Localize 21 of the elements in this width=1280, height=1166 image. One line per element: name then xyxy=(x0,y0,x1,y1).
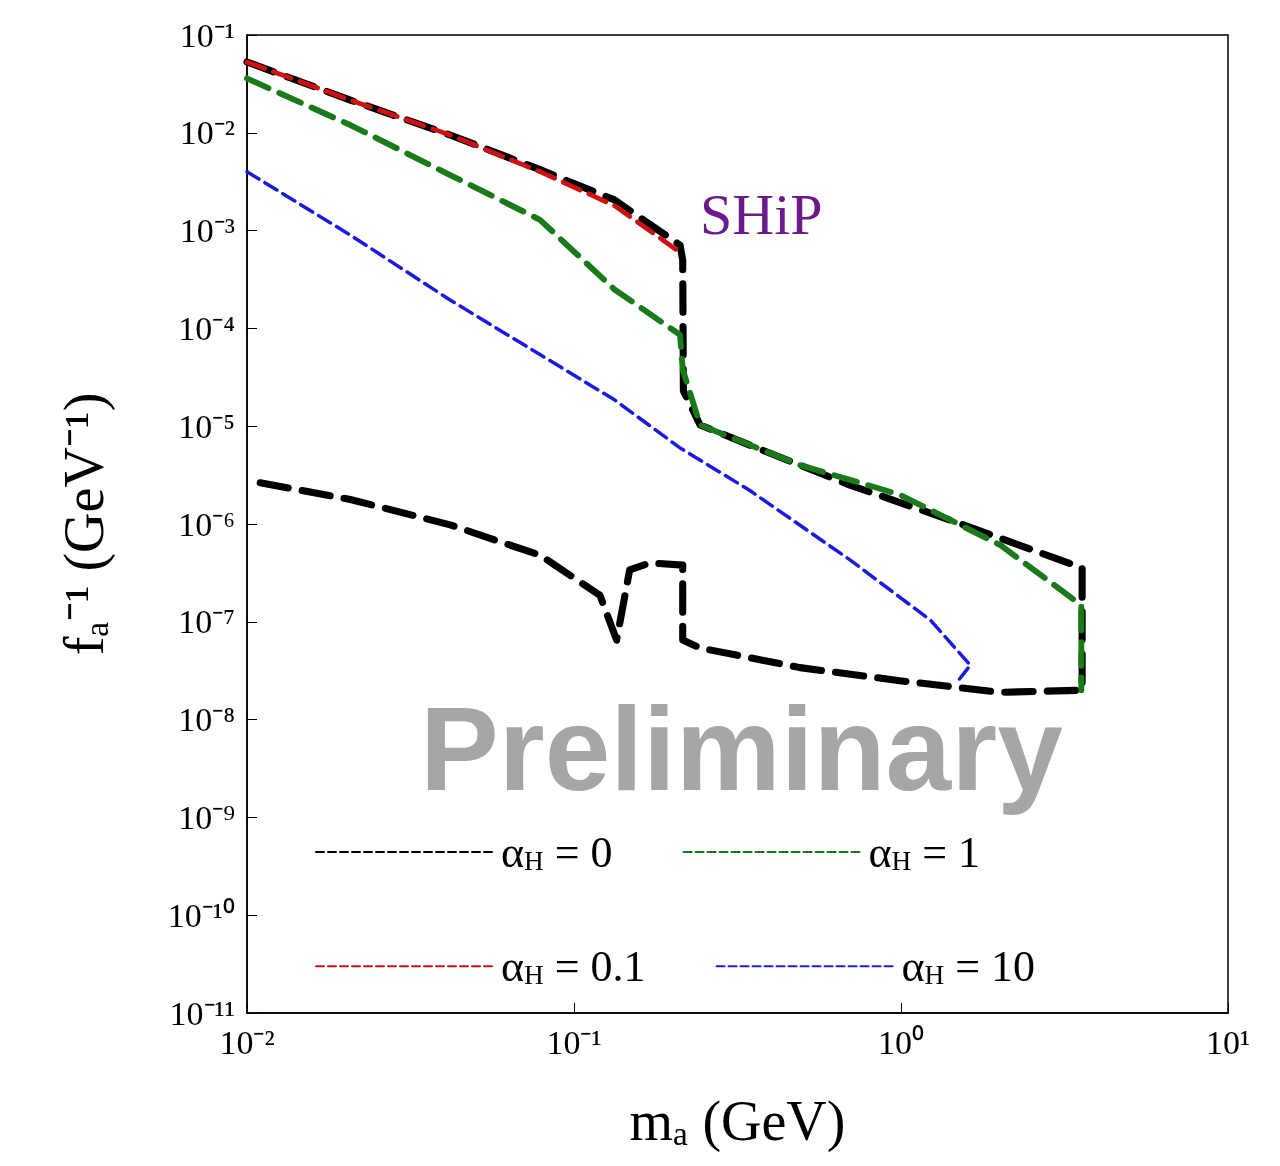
y-tick-label: 10⁻⁶ xyxy=(178,505,235,543)
x-axis-title: mₐ (GeV) xyxy=(629,1090,846,1153)
y-tick-label: 10⁻⁵ xyxy=(178,407,235,445)
y-tick-label: 10⁻⁹ xyxy=(178,798,235,836)
y-tick-label: 10⁻⁷ xyxy=(178,603,235,641)
legend-label: αH = 0 xyxy=(501,827,613,877)
y-tick-label: 10⁻⁴ xyxy=(178,309,235,347)
x-tick-label: 10⁻¹ xyxy=(546,1023,602,1061)
y-tick-label: 10⁻³ xyxy=(179,212,235,250)
y-axis-title: fₐ⁻¹ (GeV⁻¹) xyxy=(53,392,116,656)
x-tick-label: 10¹ xyxy=(1205,1023,1251,1061)
x-tick-label: 10⁰ xyxy=(878,1023,924,1061)
annotation: SHiP xyxy=(700,181,823,247)
y-tick-label: 10⁻² xyxy=(179,114,235,152)
legend-label: αH = 1 xyxy=(868,827,981,877)
legend-label: αH = 0.1 xyxy=(501,941,646,991)
annotation: Preliminary xyxy=(420,683,1063,815)
legend-label: αH = 10 xyxy=(901,941,1036,991)
y-tick-label: 10⁻¹⁰ xyxy=(167,896,235,934)
y-tick-label: 10⁻⁸ xyxy=(178,701,235,739)
y-tick-label: 10⁻¹ xyxy=(179,16,235,54)
